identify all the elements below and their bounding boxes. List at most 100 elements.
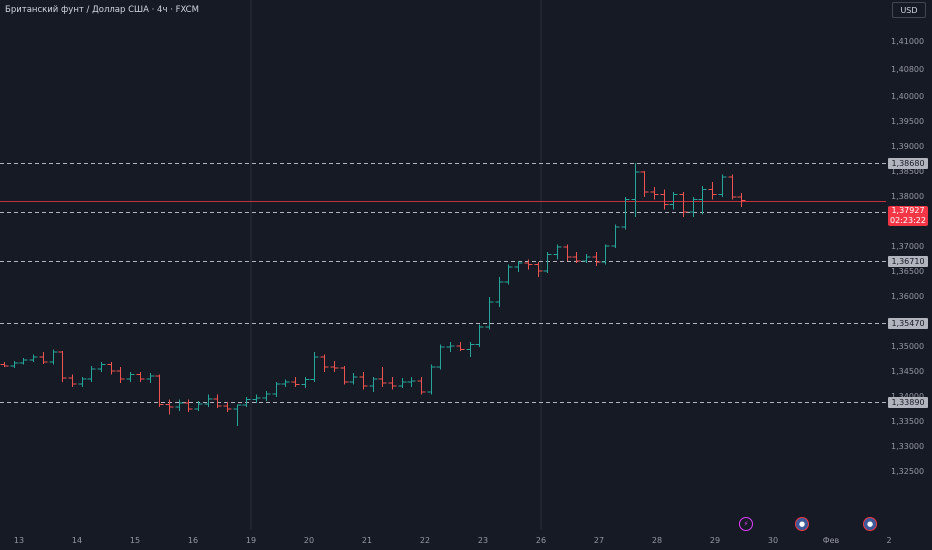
ohlc-bar bbox=[68, 374, 77, 387]
price-tick: 1,36000 bbox=[891, 292, 925, 301]
ohlc-bar bbox=[242, 397, 251, 407]
ohlc-bar bbox=[475, 324, 484, 347]
ohlc-bar bbox=[272, 382, 281, 397]
ohlc-bar bbox=[233, 404, 242, 426]
ohlc-bar bbox=[175, 399, 184, 411]
ohlc-bar bbox=[369, 377, 378, 392]
ohlc-bar bbox=[10, 361, 19, 368]
ohlc-bar bbox=[165, 399, 174, 415]
time-tick: Фев bbox=[822, 536, 840, 545]
ohlc-bar bbox=[87, 366, 96, 382]
ohlc-bar bbox=[0, 362, 9, 367]
ohlc-bar bbox=[737, 193, 746, 207]
ohlc-bar bbox=[572, 252, 581, 263]
time-tick: 22 bbox=[419, 536, 431, 545]
ohlc-bar bbox=[660, 189, 669, 210]
price-tick: 1,41000 bbox=[891, 37, 925, 46]
ohlc-bar bbox=[504, 264, 513, 285]
ohlc-bar bbox=[97, 362, 106, 372]
price-tick: 1,38500 bbox=[891, 167, 925, 176]
chart-grid bbox=[250, 0, 542, 530]
ohlc-bar bbox=[543, 252, 552, 273]
time-tick: 14 bbox=[71, 536, 83, 545]
time-tick: 2 bbox=[886, 536, 892, 545]
ohlc-bar bbox=[136, 372, 145, 382]
ohlc-bar bbox=[466, 342, 475, 357]
ohlc-bar bbox=[107, 362, 116, 375]
ohlc-bar bbox=[194, 401, 203, 411]
time-tick: 29 bbox=[709, 536, 721, 545]
ohlc-bar bbox=[281, 379, 290, 387]
currency-button[interactable]: USD bbox=[892, 2, 926, 18]
ohlc-bar bbox=[359, 372, 368, 390]
us-flag-icon[interactable]: ● bbox=[795, 517, 809, 531]
ohlc-bar bbox=[58, 351, 67, 382]
ohlc-bar bbox=[669, 192, 678, 210]
ohlc-bar bbox=[631, 163, 640, 217]
price-tick: 1,40000 bbox=[891, 92, 925, 101]
ohlc-bar bbox=[378, 367, 387, 387]
ohlc-bar bbox=[592, 252, 601, 266]
time-tick: 30 bbox=[767, 536, 779, 545]
price-tick: 1,37000 bbox=[891, 242, 925, 251]
ohlc-bar bbox=[388, 377, 397, 390]
ohlc-bar bbox=[407, 377, 416, 387]
symbol-title: Британский фунт / Доллар США · 4ч · FXCM bbox=[5, 5, 199, 15]
level-price-label: 1,35470 bbox=[888, 317, 928, 329]
ohlc-bar bbox=[621, 197, 630, 230]
ohlc-bar bbox=[291, 377, 300, 387]
time-tick: 26 bbox=[535, 536, 547, 545]
price-tick: 1,32500 bbox=[891, 467, 925, 476]
current-price-label: 1,37927 02:23:22 bbox=[888, 206, 928, 226]
ohlc-bar bbox=[349, 373, 358, 385]
time-tick: 16 bbox=[187, 536, 199, 545]
price-tick: 1,36500 bbox=[891, 267, 925, 276]
ohlc-bar bbox=[708, 182, 717, 200]
ohlc-bar bbox=[650, 187, 659, 200]
ohlc-bar bbox=[39, 352, 48, 364]
ohlc-bar bbox=[728, 174, 737, 200]
ohlc-bar bbox=[718, 174, 727, 197]
price-tick: 1,39500 bbox=[891, 117, 925, 126]
countdown-timer: 02:23:22 bbox=[890, 216, 926, 225]
price-tick: 1,34500 bbox=[891, 367, 925, 376]
ohlc-bar bbox=[184, 399, 193, 412]
time-tick: 23 bbox=[477, 536, 489, 545]
lightning-icon[interactable]: ⚡ bbox=[739, 517, 753, 531]
ohlc-bar bbox=[446, 342, 455, 352]
ohlc-bar bbox=[78, 377, 87, 387]
ohlc-bar bbox=[640, 171, 649, 197]
ohlc-bar bbox=[417, 377, 426, 395]
price-tick: 1,33000 bbox=[891, 442, 925, 451]
ohlc-bar bbox=[301, 377, 310, 388]
ohlc-bar bbox=[223, 402, 232, 412]
ohlc-bar bbox=[689, 197, 698, 217]
time-tick: 13 bbox=[13, 536, 25, 545]
ohlc-bar bbox=[514, 261, 523, 272]
ohlc-bar bbox=[252, 394, 261, 403]
ohlc-bar bbox=[116, 367, 125, 383]
ohlc-bar bbox=[495, 277, 504, 307]
time-tick: 19 bbox=[245, 536, 257, 545]
ohlc-bar bbox=[601, 244, 610, 265]
ohlc-bar bbox=[29, 354, 38, 362]
ohlc-bar bbox=[310, 352, 319, 382]
ohlc-bar bbox=[534, 262, 543, 277]
ohlc-bar bbox=[456, 342, 465, 351]
time-tick: 28 bbox=[651, 536, 663, 545]
price-tick: 1,35000 bbox=[891, 342, 925, 351]
ohlc-bar bbox=[262, 391, 271, 401]
price-tick: 1,40800 bbox=[891, 65, 925, 74]
level-price-label: 1,38680 bbox=[888, 157, 928, 169]
horizontal-levels bbox=[0, 163, 886, 403]
ohlc-bar bbox=[146, 373, 155, 383]
ohlc-bar bbox=[126, 372, 135, 382]
us-flag-icon[interactable]: ● bbox=[863, 517, 877, 531]
time-tick: 27 bbox=[593, 536, 605, 545]
ohlc-bar bbox=[204, 394, 213, 407]
ohlc-bar bbox=[19, 358, 28, 365]
current-price-value: 1,37927 bbox=[891, 206, 925, 215]
ohlc-bar bbox=[320, 354, 329, 372]
ohlc-bar bbox=[427, 364, 436, 395]
